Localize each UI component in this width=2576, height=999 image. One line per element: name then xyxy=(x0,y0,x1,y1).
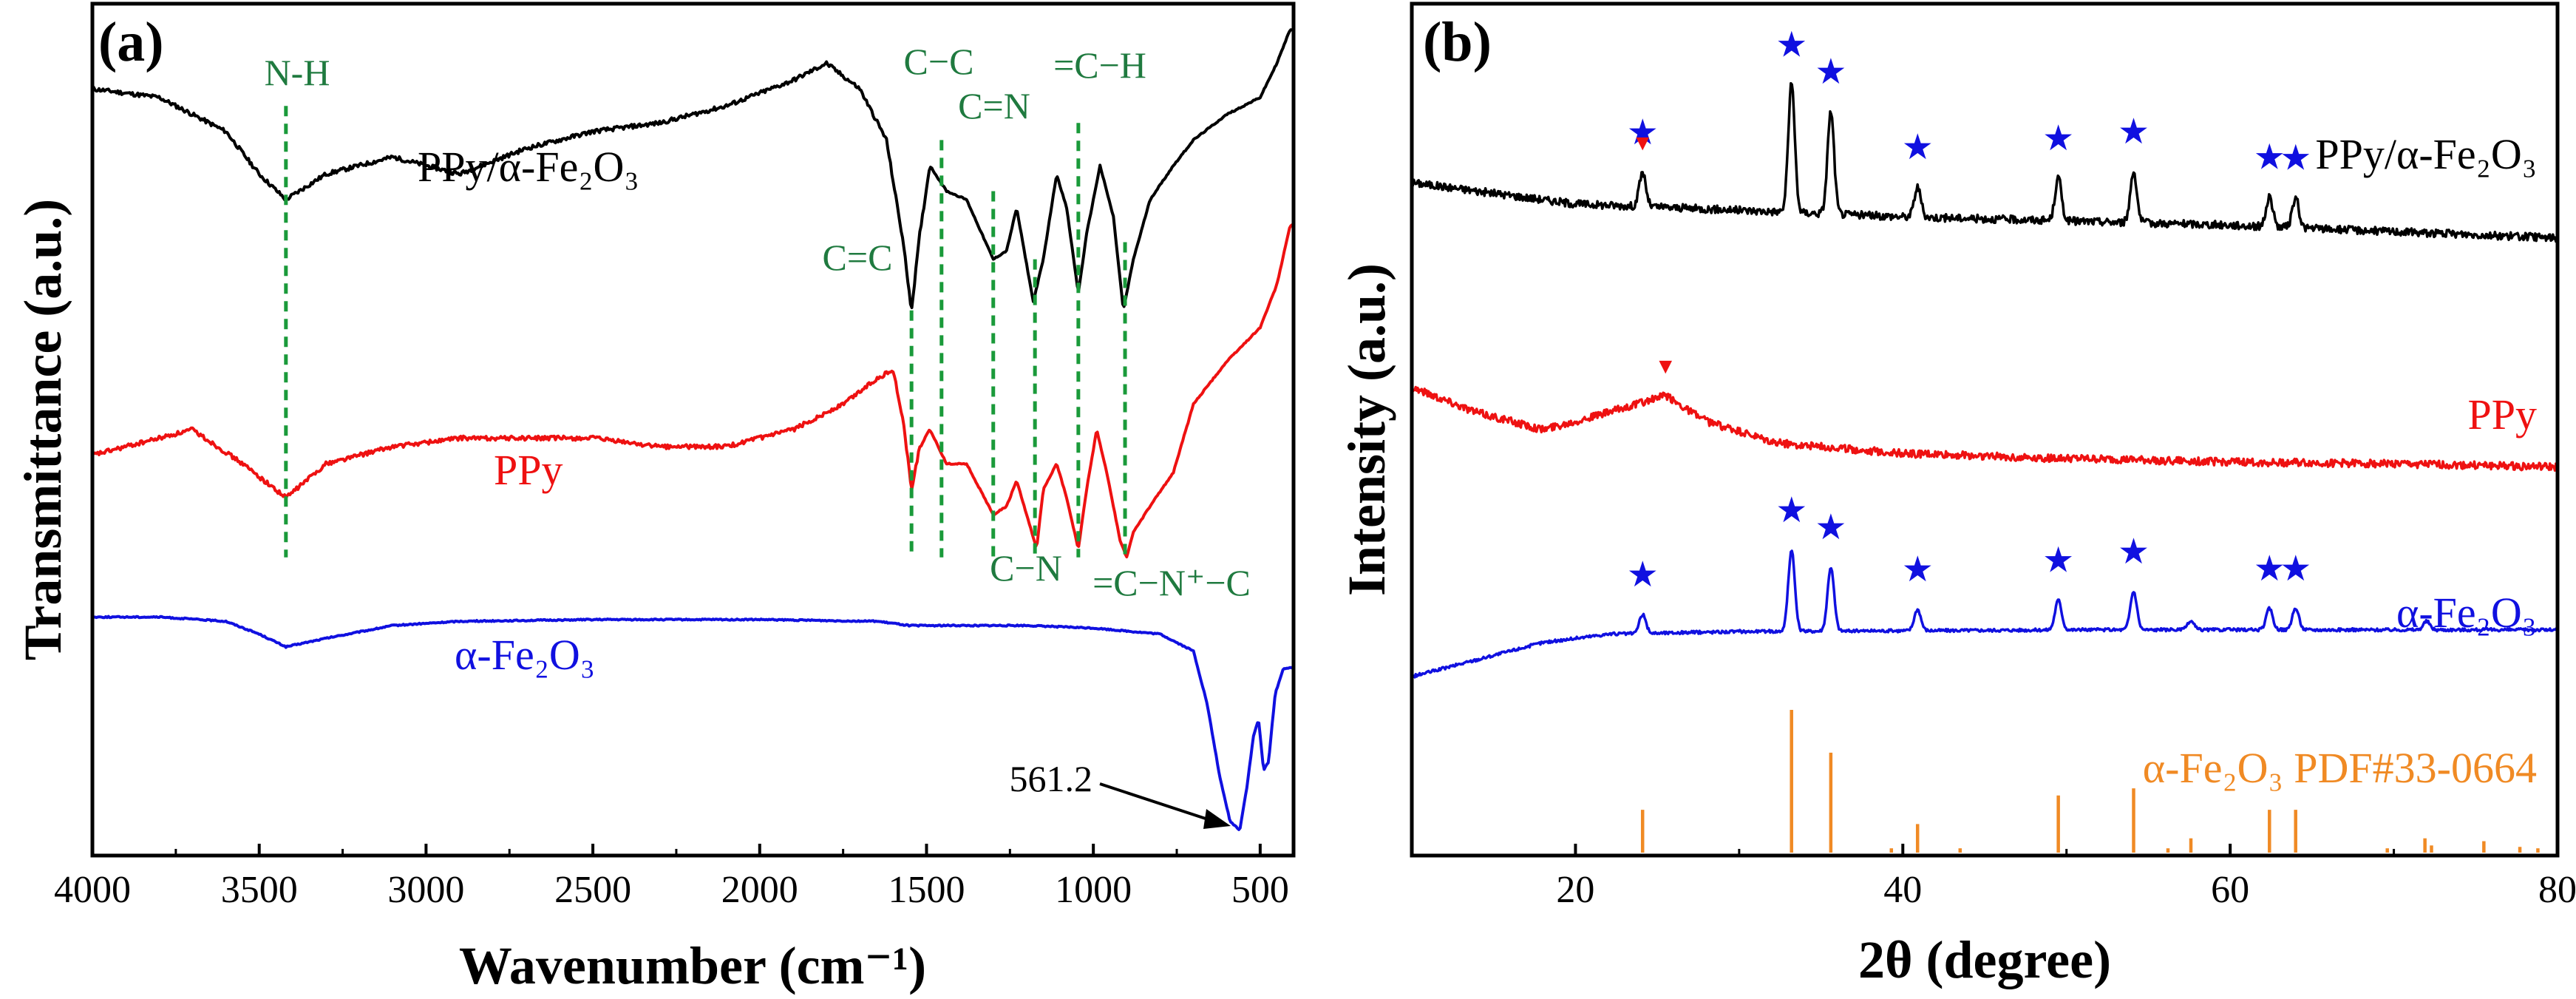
triangle-marker-1: ▼ xyxy=(1654,354,1676,379)
annotation-c-h: =C−H xyxy=(1053,44,1146,86)
x-tick-label-80-b: 80 xyxy=(2538,869,2576,911)
panel-b-xrd: ★★★★ ★ ★★★★★ ★★ ★ ★ ★★▼▼ 20 40 60 80 (b) Intensit… xyxy=(1337,1,2576,989)
star-marker-1-54-1: ★ xyxy=(2118,532,2150,572)
triangle-marker-0: ▼ xyxy=(1631,131,1654,155)
panel-b-markers: ★★★★ ★ ★★★★★ ★★ ★ ★ ★★▼▼ xyxy=(1627,25,2312,595)
series-line-fe-o-a xyxy=(92,614,1294,831)
series-line-ppy-fe-o-a xyxy=(91,27,1295,309)
annotation-c-n-double: C=N xyxy=(958,85,1030,126)
series-line-ppy-b xyxy=(1410,385,2558,472)
panel-b-series xyxy=(1410,81,2558,679)
star-marker-1-35-6: ★ xyxy=(1815,508,1846,547)
star-marker-0-35-6: ★ xyxy=(1815,53,1846,92)
label-ppy-fe2o3-b: PPy/α-Fe₂O₃ xyxy=(2315,130,2537,178)
star-marker-0-54-1: ★ xyxy=(2118,112,2150,152)
panel-a-label: (a) xyxy=(98,11,164,73)
annotation-c-c-double: C=C xyxy=(823,237,893,278)
panel-a-peak-guides xyxy=(284,106,1127,558)
x-tick-label-60-b: 60 xyxy=(2211,869,2249,911)
x-tick-label-1500-a: 1500 xyxy=(888,869,965,911)
x-tick-label-2500-a: 2500 xyxy=(554,869,631,911)
star-marker-0-62-4: ★ xyxy=(2254,138,2286,177)
x-tick-label-3000-a: 3000 xyxy=(387,869,464,911)
star-marker-0-64: ★ xyxy=(2280,139,2311,178)
label-ppy-fe2o3-a: PPy/α-Fe₂O₃ xyxy=(418,143,639,191)
star-marker-1-40-9: ★ xyxy=(1902,550,1934,589)
label-pdf-reference: α-Fe₂O₃ PDF#33-0664 xyxy=(2143,744,2537,792)
star-marker-1-62-4: ★ xyxy=(2254,549,2286,589)
x-tick-label-4000-a: 4000 xyxy=(54,869,131,911)
annotation-c-c: C−C xyxy=(904,41,974,82)
star-marker-1-64: ★ xyxy=(2280,549,2311,589)
star-marker-1-24-1: ★ xyxy=(1627,555,1659,595)
star-marker-1-33-2: ★ xyxy=(1775,491,1807,530)
label-fe2o3-a: α-Fe₂O₃ xyxy=(455,631,595,679)
x-tick-label-1000-a: 1000 xyxy=(1055,869,1132,911)
x-tick-label-20-b: 20 xyxy=(1556,869,1594,911)
panel-b-y-axis-label: Intensity (a.u.) xyxy=(1337,263,1396,596)
annotation-561: 561.2 xyxy=(1010,758,1093,799)
annotation-c-n-plus-c: =C−N⁺−C xyxy=(1092,562,1251,603)
panel-a-ftir: 4000 3500 3000 2500 2000 1500 1000 500 (a) Tran… xyxy=(13,1,1296,995)
x-tick-label-2000-a: 2000 xyxy=(721,869,798,911)
panel-a-x-ticks: 4000 3500 3000 2500 2000 1500 1000 500 xyxy=(54,844,1289,911)
panel-b-x-ticks: 20 40 60 80 xyxy=(1556,844,2576,911)
star-marker-0-40-9: ★ xyxy=(1902,128,1934,167)
panel-a-frame xyxy=(90,1,1296,858)
panel-b-label: (b) xyxy=(1423,11,1492,73)
annotation-561-arrow xyxy=(1099,782,1231,829)
panel-a-y-axis-label: Transmittance (a.u.) xyxy=(13,199,72,661)
series-line-ppy-a xyxy=(92,223,1295,559)
label-ppy-a: PPy xyxy=(494,446,563,494)
series-line-ppy-fe-o-b xyxy=(1410,81,2558,243)
series-line-fe-o-b xyxy=(1410,549,2558,679)
panel-a-series xyxy=(91,27,1295,831)
annotation-n-h: N-H xyxy=(265,52,330,93)
star-marker-0-49-5: ★ xyxy=(2042,119,2074,158)
x-tick-label-3500-a: 3500 xyxy=(221,869,298,911)
star-marker-1-49-5: ★ xyxy=(2042,541,2074,580)
panel-a-x-axis-label: Wavenumber (cm⁻¹) xyxy=(459,936,926,995)
star-marker-0-24-1: ★ xyxy=(1627,113,1659,152)
x-tick-label-40-b: 40 xyxy=(1883,869,1922,911)
label-fe2o3-b: α-Fe₂O₃ xyxy=(2396,589,2537,637)
panel-b-frame xyxy=(1410,1,2560,858)
panel-b-x-axis-label: 2θ (degree) xyxy=(1858,930,2111,989)
panel-b-reference-sticks xyxy=(1640,710,2540,853)
annotation-c-n: C−N xyxy=(990,547,1062,589)
label-ppy-b: PPy xyxy=(2467,390,2537,438)
star-marker-0-33-2: ★ xyxy=(1775,25,1807,64)
x-tick-label-500-a: 500 xyxy=(1231,869,1289,911)
